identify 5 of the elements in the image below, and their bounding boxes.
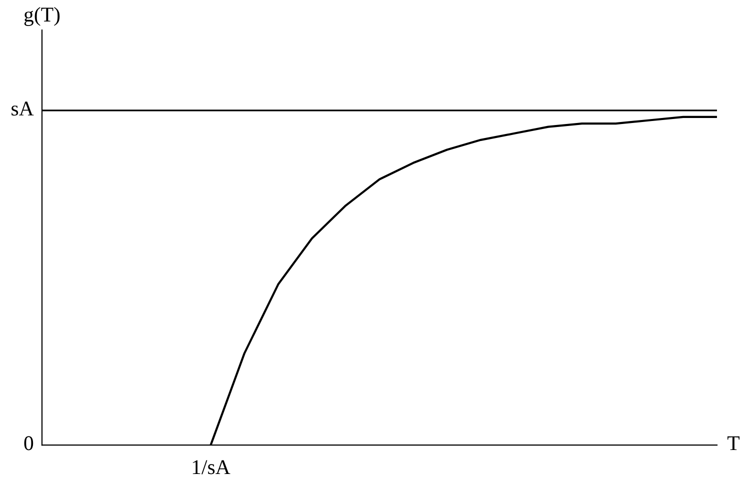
- text: 0: [24, 436, 34, 450]
- x-axis-title: T: [727, 436, 740, 450]
- text: 1/sA: [192, 460, 230, 474]
- text: sA: [12, 102, 34, 116]
- y-axis-title: g(T): [24, 6, 60, 26]
